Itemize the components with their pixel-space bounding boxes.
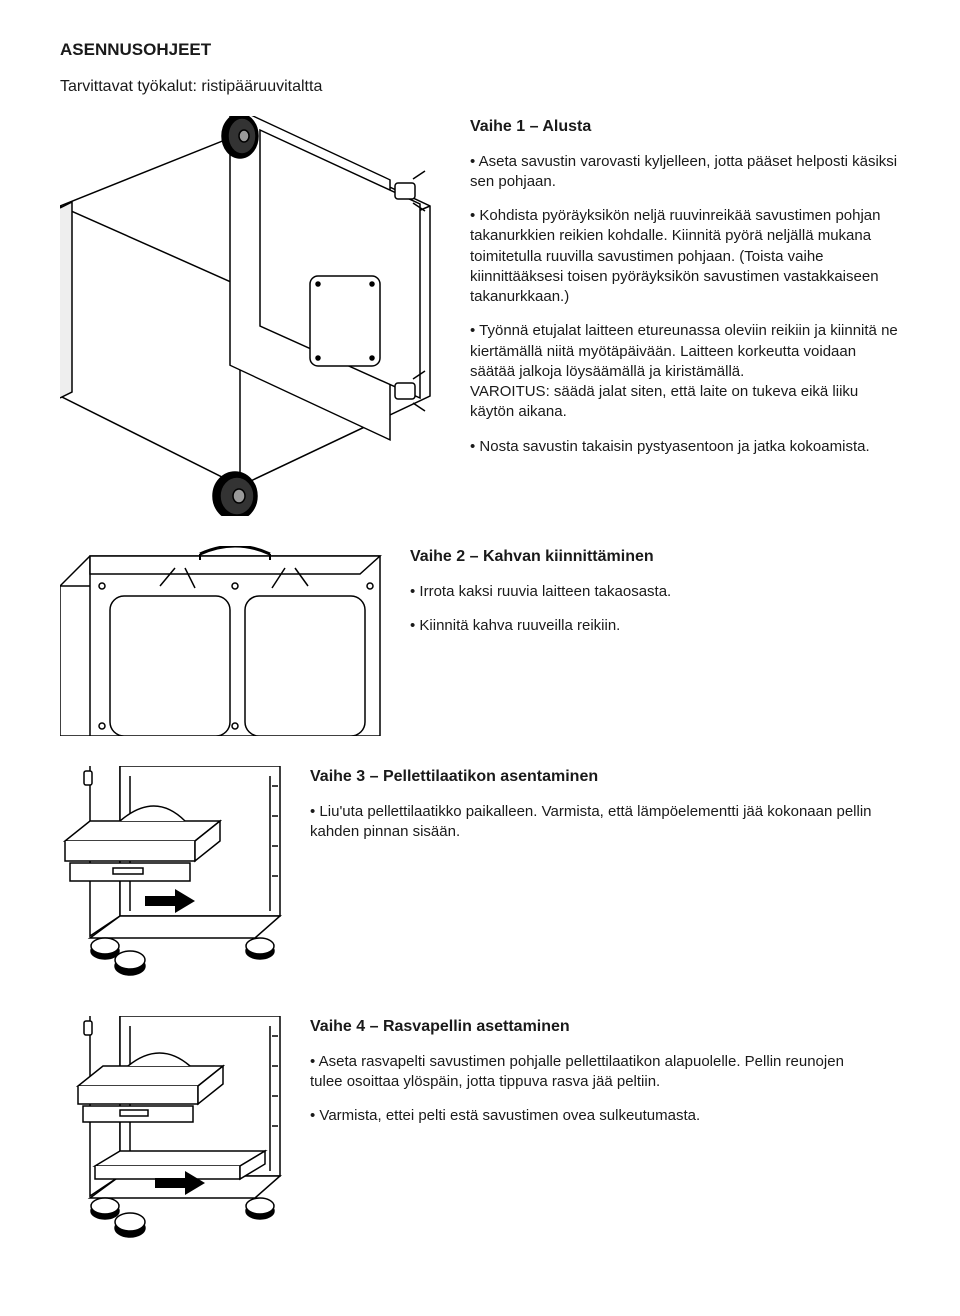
tools-subtitle: Tarvittavat työkalut: ristipääruuvitaltt… [60, 78, 900, 96]
step-1-heading: Vaihe 1 – Alusta [470, 116, 900, 138]
step-4: Vaihe 4 – Rasvapellin asettaminen Aseta … [60, 1016, 900, 1246]
step-1-p4: Nosta savustin takaisin pystyasentoon ja… [470, 437, 900, 457]
step-3-text: Vaihe 3 – Pellettilaatikon asentaminen L… [310, 766, 900, 856]
step-3: Vaihe 3 – Pellettilaatikon asentaminen L… [60, 766, 900, 986]
step-1-text: Vaihe 1 – Alusta Aseta savustin varovast… [470, 116, 900, 471]
step-2-heading: Vaihe 2 – Kahvan kiinnittäminen [410, 546, 900, 568]
step-2-p2: Kiinnitä kahva ruuveilla reikiin. [410, 616, 900, 636]
step-2-p1: Irrota kaksi ruuvia laitteen takaosasta. [410, 582, 900, 602]
step-4-heading: Vaihe 4 – Rasvapellin asettaminen [310, 1016, 900, 1038]
step-1-p1: Aseta savustin varovasti kyljelleen, jot… [470, 152, 900, 193]
step-4-p2: Varmista, ettei pelti estä savustimen ov… [310, 1106, 900, 1126]
step-2-illustration [60, 546, 390, 736]
step-3-heading: Vaihe 3 – Pellettilaatikon asentaminen [310, 766, 900, 788]
step-1-p2: Kohdista pyöräyksikön neljä ruuvinreikää… [470, 206, 900, 307]
step-2: Vaihe 2 – Kahvan kiinnittäminen Irrota k… [60, 546, 900, 736]
step-3-p1: Liu'uta pellettilaatikko paikalleen. Var… [310, 802, 900, 843]
step-1-illustration [60, 116, 450, 516]
step-4-p1: Aseta rasvapelti savustimen pohjalle pel… [310, 1052, 900, 1093]
step-2-text: Vaihe 2 – Kahvan kiinnittäminen Irrota k… [410, 546, 900, 650]
step-1-p3: Työnnä etujalat laitteen etureunassa ole… [470, 321, 900, 422]
step-3-illustration [60, 766, 290, 986]
step-4-text: Vaihe 4 – Rasvapellin asettaminen Aseta … [310, 1016, 900, 1140]
step-4-illustration [60, 1016, 290, 1246]
step-1: Vaihe 1 – Alusta Aseta savustin varovast… [60, 116, 900, 516]
page-title: ASENNUSOHJEET [60, 40, 900, 60]
